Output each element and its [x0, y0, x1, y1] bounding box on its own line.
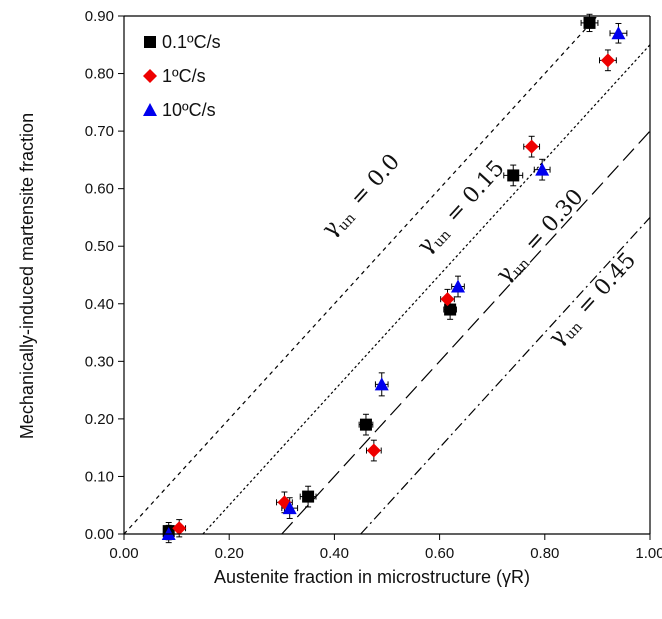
- data-point-square: [302, 490, 315, 503]
- y-tick-label: 0.50: [85, 238, 114, 255]
- y-tick-label: 0.60: [85, 181, 114, 198]
- legend-label: 10ºC/s: [162, 100, 216, 120]
- reference-line-label: γun = 0.0: [317, 149, 407, 244]
- reference-line-label: γun = 0.45: [544, 248, 643, 353]
- x-tick-label: 0.80: [530, 545, 559, 562]
- legend-marker-triangle: [143, 103, 157, 116]
- data-point-triangle: [451, 279, 466, 293]
- x-tick-label: 0.60: [425, 545, 454, 562]
- axes: [118, 15, 651, 540]
- data-point-diamond: [600, 53, 615, 68]
- legend-label: 0.1ºC/s: [162, 32, 221, 52]
- tick-labels: 0.00 0.20 0.40 0.60 0.80 1.00 0.00 0.10 0.20 0.30…: [85, 8, 662, 562]
- y-axis-title: Mechanically-induced martensite fraction: [17, 113, 37, 439]
- y-tick-label: 0.80: [85, 66, 114, 83]
- data-point-diamond: [366, 443, 381, 458]
- gamma-value: = 0.0: [341, 149, 405, 216]
- data-point-triangle: [535, 162, 550, 176]
- reference-line-label: γun = 0.15: [413, 156, 512, 261]
- y-tick-label: 0.90: [85, 8, 114, 25]
- y-tick-label: 0.40: [85, 296, 114, 313]
- data-point-diamond: [524, 139, 539, 154]
- reference-line: [123, 15, 598, 535]
- reference-line: [202, 44, 651, 535]
- legend: 0.1ºC/s 1ºC/s 10ºC/s: [143, 32, 221, 120]
- legend-marker-diamond: [143, 69, 157, 83]
- data-point-square: [444, 303, 457, 316]
- legend-marker-square: [144, 36, 156, 48]
- data-point-diamond: [172, 521, 187, 536]
- reference-line: [360, 217, 651, 535]
- data-point-triangle: [374, 377, 389, 391]
- data-point-diamond: [440, 292, 455, 307]
- x-tick-label: 1.00: [635, 545, 662, 562]
- error-bars: [162, 13, 628, 544]
- y-tick-label: 0.20: [85, 411, 114, 428]
- gamma-value: = 0.15: [436, 156, 509, 233]
- gamma-value: = 0.30: [515, 185, 588, 262]
- data-point-triangle: [282, 501, 297, 515]
- x-tick-label: 0.20: [215, 545, 244, 562]
- data-point-square: [359, 418, 372, 431]
- x-tick-label: 0.00: [109, 545, 138, 562]
- y-tick-label: 0.10: [85, 468, 114, 485]
- data-point-square: [507, 169, 520, 182]
- reference-lines: [123, 15, 651, 535]
- y-tick-label: 0.00: [85, 526, 114, 543]
- x-axis-title: Austenite fraction in microstructure (γR…: [214, 567, 530, 587]
- data-point-square: [583, 16, 596, 29]
- legend-label: 1ºC/s: [162, 66, 206, 86]
- data-point-triangle: [611, 26, 626, 40]
- x-tick-label: 0.40: [320, 545, 349, 562]
- y-tick-label: 0.30: [85, 353, 114, 370]
- y-tick-label: 0.70: [85, 123, 114, 140]
- reference-line-label: γun = 0.30: [491, 185, 590, 290]
- data-markers: [161, 16, 626, 540]
- gamma-value: = 0.45: [568, 248, 641, 325]
